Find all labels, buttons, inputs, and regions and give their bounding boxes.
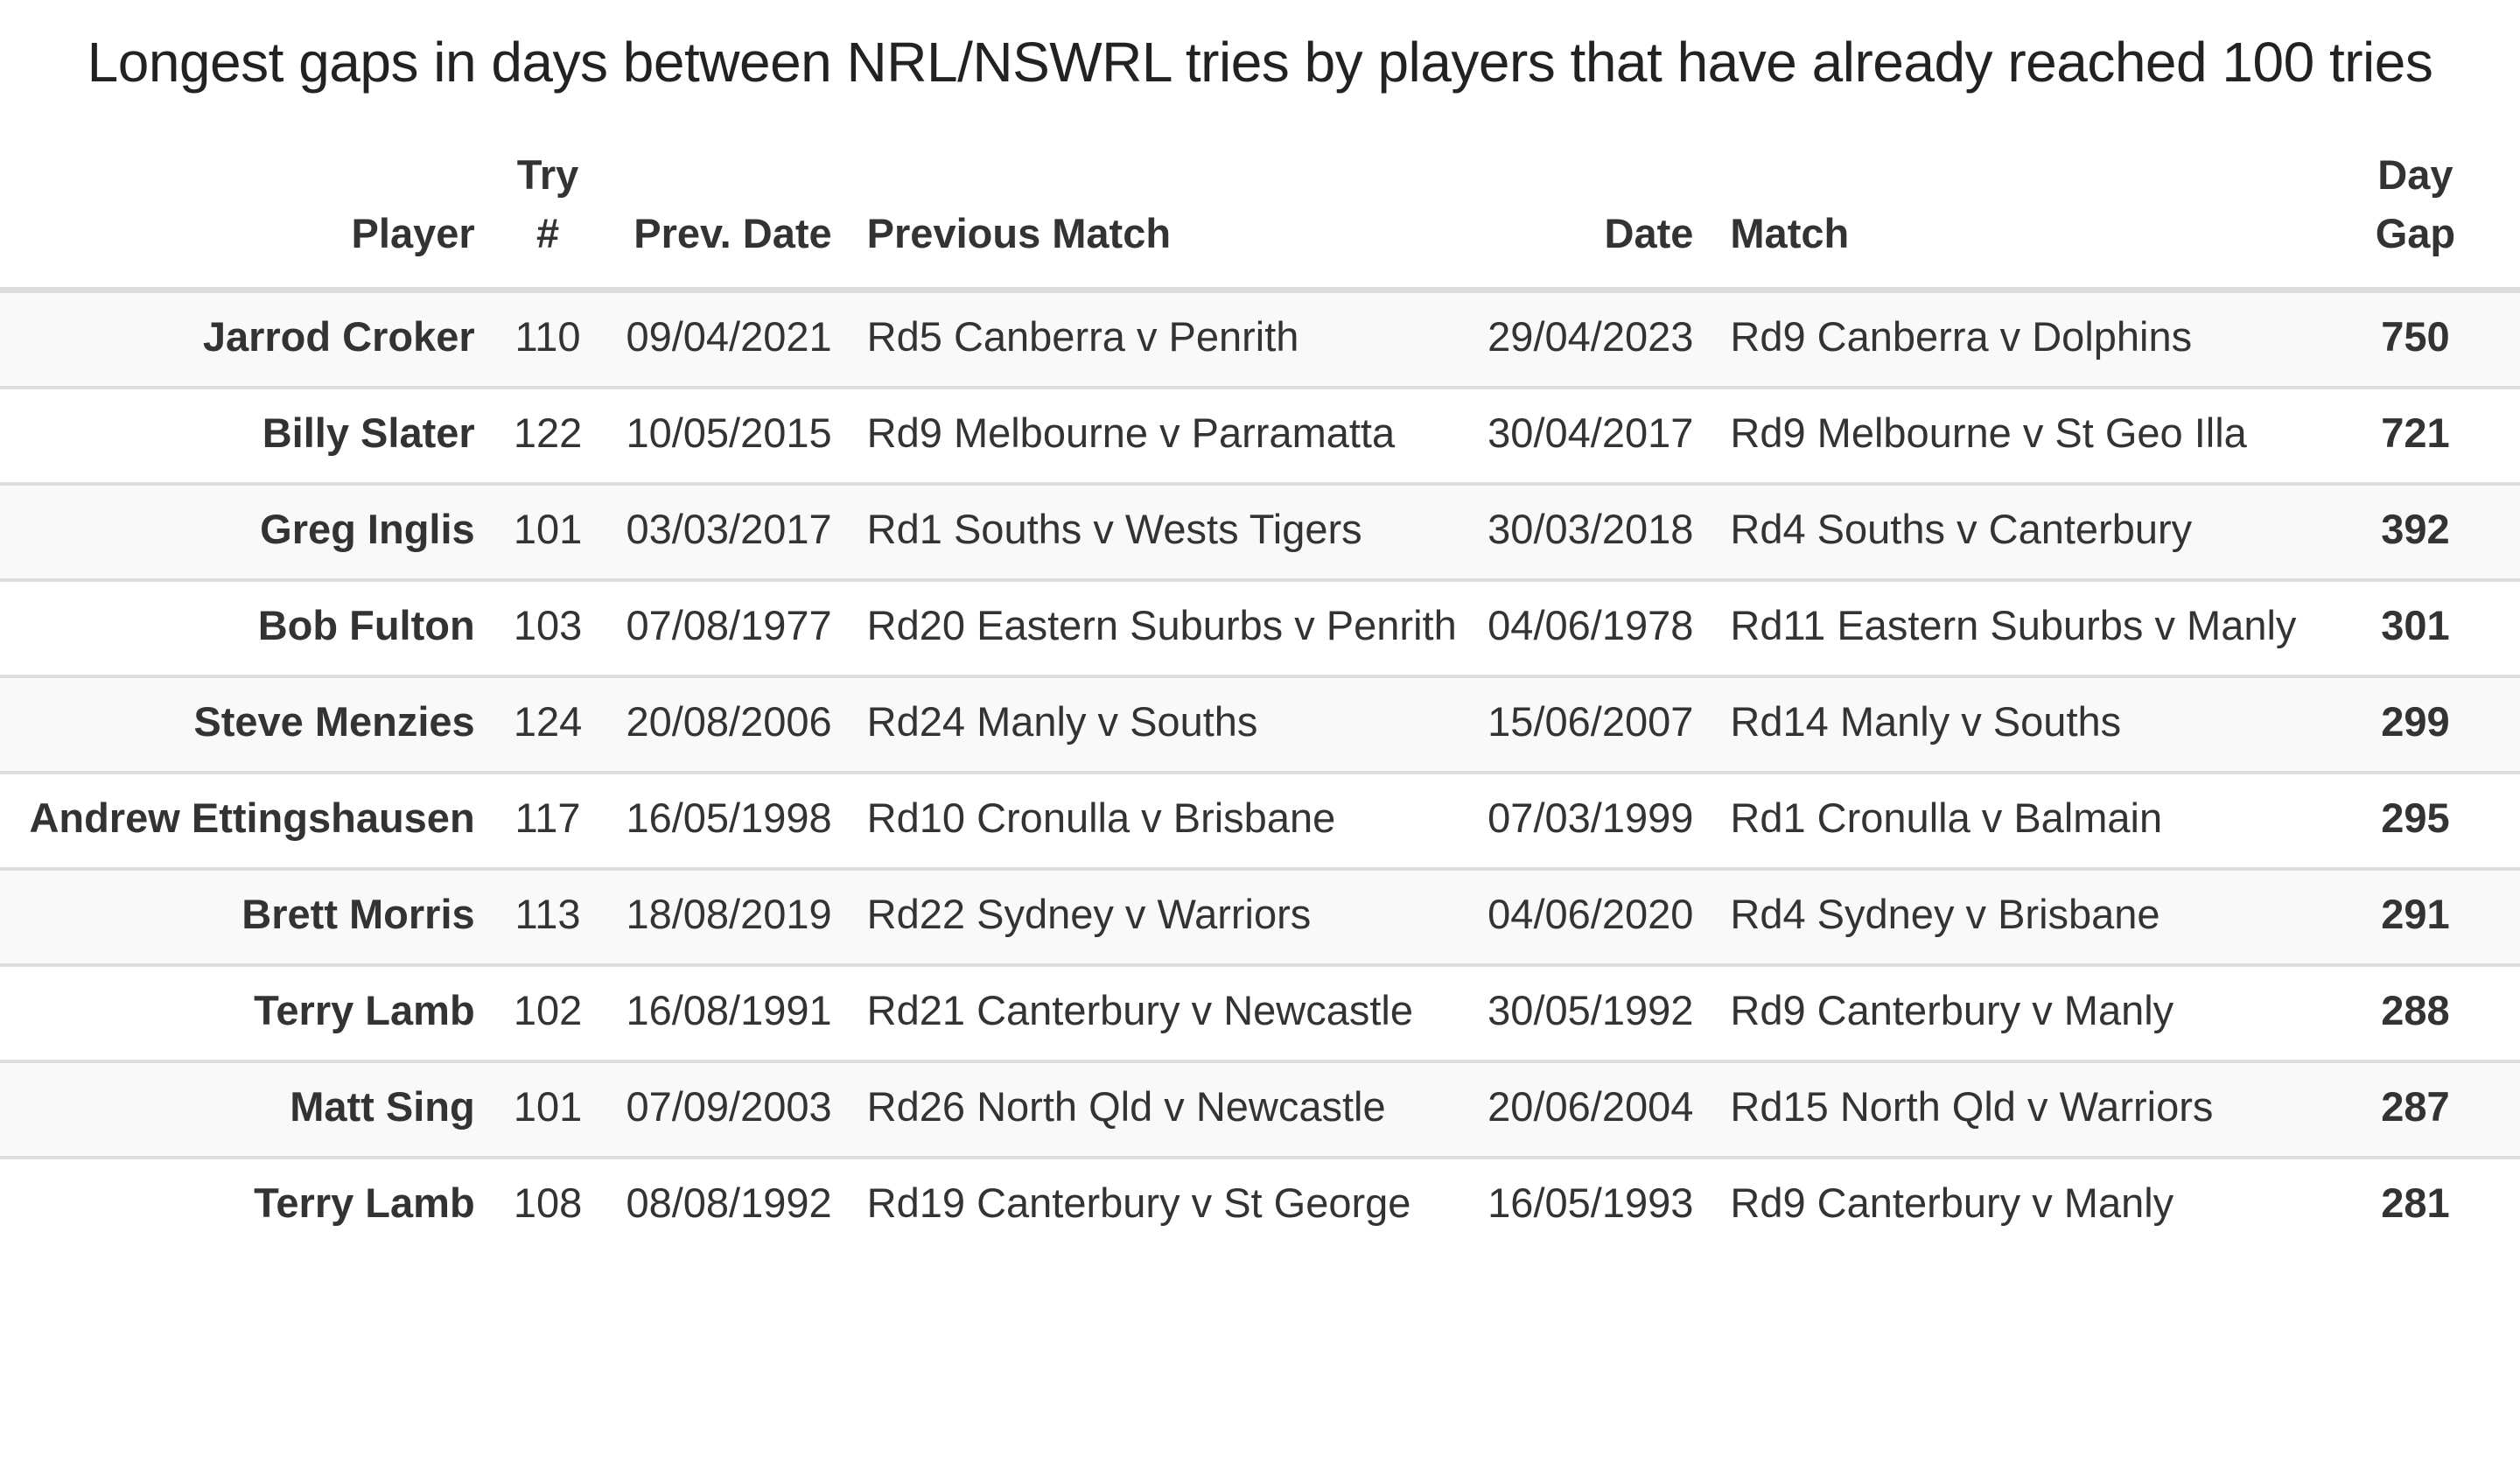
prev-date-cell: 16/08/1991	[612, 963, 848, 1061]
previous-match-cell: Rd9 Melbourne v Parramatta	[847, 386, 1466, 484]
previous-match-cell: Rd19 Canterbury v St George	[847, 1156, 1466, 1252]
table-header: Player Try # Prev. Date Previous Match D…	[0, 140, 2520, 293]
player-cell: Matt Sing	[0, 1060, 484, 1158]
page-title: Longest gaps in days between NRL/NSWRL t…	[87, 31, 2433, 94]
table-row: Greg Inglis 101 03/03/2017 Rd1 Souths v Wes…	[0, 482, 2520, 580]
day-gap-cell: 721	[2319, 386, 2520, 484]
header-player: Player	[0, 140, 484, 293]
date-cell: 30/05/1992	[1465, 963, 1703, 1061]
date-cell: 30/04/2017	[1465, 386, 1703, 484]
date-cell: 07/03/1999	[1465, 771, 1703, 869]
match-cell: Rd11 Eastern Suburbs v Manly	[1702, 578, 2320, 676]
day-gap-cell: 295	[2319, 771, 2520, 869]
table-row: Steve Menzies 124 20/08/2006 Rd24 Manly v S…	[0, 675, 2520, 773]
day-gap-cell: 301	[2319, 578, 2520, 676]
header-gap-line1: Day	[2377, 151, 2454, 198]
player-cell: Greg Inglis	[0, 482, 484, 580]
day-gap-cell: 750	[2319, 290, 2520, 388]
match-cell: Rd1 Cronulla v Balmain	[1702, 771, 2320, 869]
table-row: Brett Morris 113 18/08/2019 Rd22 Sydney v W…	[0, 867, 2520, 965]
table-row: Matt Sing 101 07/09/2003 Rd26 North Qld v N…	[0, 1060, 2520, 1158]
day-gap-cell: 288	[2319, 963, 2520, 1061]
prev-date-cell: 10/05/2015	[612, 386, 848, 484]
day-gap-cell: 299	[2319, 675, 2520, 773]
header-prev-date: Prev. Date	[612, 140, 848, 293]
match-cell: Rd9 Canterbury v Manly	[1702, 1156, 2320, 1252]
header-try-number: Try #	[483, 140, 612, 293]
date-cell: 04/06/1978	[1465, 578, 1703, 676]
player-cell: Steve Menzies	[0, 675, 484, 773]
previous-match-cell: Rd24 Manly v Souths	[847, 675, 1466, 773]
prev-date-cell: 07/08/1977	[612, 578, 848, 676]
match-cell: Rd15 North Qld v Warriors	[1702, 1060, 2320, 1158]
date-cell: 04/06/2020	[1465, 867, 1703, 965]
gaps-table: Player Try # Prev. Date Previous Match D…	[0, 140, 2520, 1252]
player-cell: Bob Fulton	[0, 578, 484, 676]
day-gap-cell: 281	[2319, 1156, 2520, 1252]
try-number-cell: 103	[483, 578, 612, 676]
prev-date-cell: 18/08/2019	[612, 867, 848, 965]
match-cell: Rd4 Sydney v Brisbane	[1702, 867, 2320, 965]
prev-date-cell: 08/08/1992	[612, 1156, 848, 1252]
player-cell: Billy Slater	[0, 386, 484, 484]
try-number-cell: 110	[483, 290, 612, 388]
header-gap-line2: Gap	[2375, 210, 2456, 256]
date-cell: 16/05/1993	[1465, 1156, 1703, 1252]
previous-match-cell: Rd26 North Qld v Newcastle	[847, 1060, 1466, 1158]
previous-match-cell: Rd5 Canberra v Penrith	[847, 290, 1466, 388]
prev-date-cell: 16/05/1998	[612, 771, 848, 869]
match-cell: Rd9 Canterbury v Manly	[1702, 963, 2320, 1061]
previous-match-cell: Rd22 Sydney v Warriors	[847, 867, 1466, 965]
table-body: Jarrod Croker 110 09/04/2021 Rd5 Canberra v…	[0, 290, 2520, 1252]
previous-match-cell: Rd1 Souths v Wests Tigers	[847, 482, 1466, 580]
date-cell: 20/06/2004	[1465, 1060, 1703, 1158]
player-cell: Jarrod Croker	[0, 290, 484, 388]
header-previous-match: Previous Match	[847, 140, 1466, 293]
match-cell: Rd14 Manly v Souths	[1702, 675, 2320, 773]
table-row: Bob Fulton 103 07/08/1977 Rd20 Eastern Subu…	[0, 578, 2520, 676]
try-number-cell: 101	[483, 1060, 612, 1158]
prev-date-cell: 09/04/2021	[612, 290, 848, 388]
table-row: Andrew Ettingshausen 117 16/05/1998 Rd10 Cr…	[0, 771, 2520, 869]
try-number-cell: 102	[483, 963, 612, 1061]
header-match: Match	[1702, 140, 2320, 293]
prev-date-cell: 20/08/2006	[612, 675, 848, 773]
try-number-cell: 122	[483, 386, 612, 484]
day-gap-cell: 392	[2319, 482, 2520, 580]
prev-date-cell: 03/03/2017	[612, 482, 848, 580]
player-cell: Terry Lamb	[0, 1156, 484, 1252]
try-number-cell: 117	[483, 771, 612, 869]
try-number-cell: 101	[483, 482, 612, 580]
prev-date-cell: 07/09/2003	[612, 1060, 848, 1158]
header-try-line2: #	[536, 210, 560, 256]
header-date: Date	[1465, 140, 1703, 293]
previous-match-cell: Rd21 Canterbury v Newcastle	[847, 963, 1466, 1061]
date-cell: 29/04/2023	[1465, 290, 1703, 388]
previous-match-cell: Rd10 Cronulla v Brisbane	[847, 771, 1466, 869]
player-cell: Brett Morris	[0, 867, 484, 965]
header-try-line1: Try	[516, 151, 579, 198]
try-number-cell: 113	[483, 867, 612, 965]
table-row: Billy Slater 122 10/05/2015 Rd9 Melbourne v…	[0, 386, 2520, 484]
table-row: Terry Lamb 102 16/08/1991 Rd21 Canterbury v…	[0, 963, 2520, 1061]
day-gap-cell: 291	[2319, 867, 2520, 965]
header-row: Player Try # Prev. Date Previous Match D…	[0, 140, 2520, 293]
header-day-gap: Day Gap	[2319, 140, 2520, 293]
day-gap-cell: 287	[2319, 1060, 2520, 1158]
try-number-cell: 108	[483, 1156, 612, 1252]
match-cell: Rd4 Souths v Canterbury	[1702, 482, 2320, 580]
table-row: Jarrod Croker 110 09/04/2021 Rd5 Canberra v…	[0, 290, 2520, 388]
player-cell: Andrew Ettingshausen	[0, 771, 484, 869]
match-cell: Rd9 Canberra v Dolphins	[1702, 290, 2320, 388]
match-cell: Rd9 Melbourne v St Geo Illa	[1702, 386, 2320, 484]
date-cell: 30/03/2018	[1465, 482, 1703, 580]
try-number-cell: 124	[483, 675, 612, 773]
player-cell: Terry Lamb	[0, 963, 484, 1061]
previous-match-cell: Rd20 Eastern Suburbs v Penrith	[847, 578, 1466, 676]
table-row: Terry Lamb 108 08/08/1992 Rd19 Canterbury v…	[0, 1156, 2520, 1252]
date-cell: 15/06/2007	[1465, 675, 1703, 773]
